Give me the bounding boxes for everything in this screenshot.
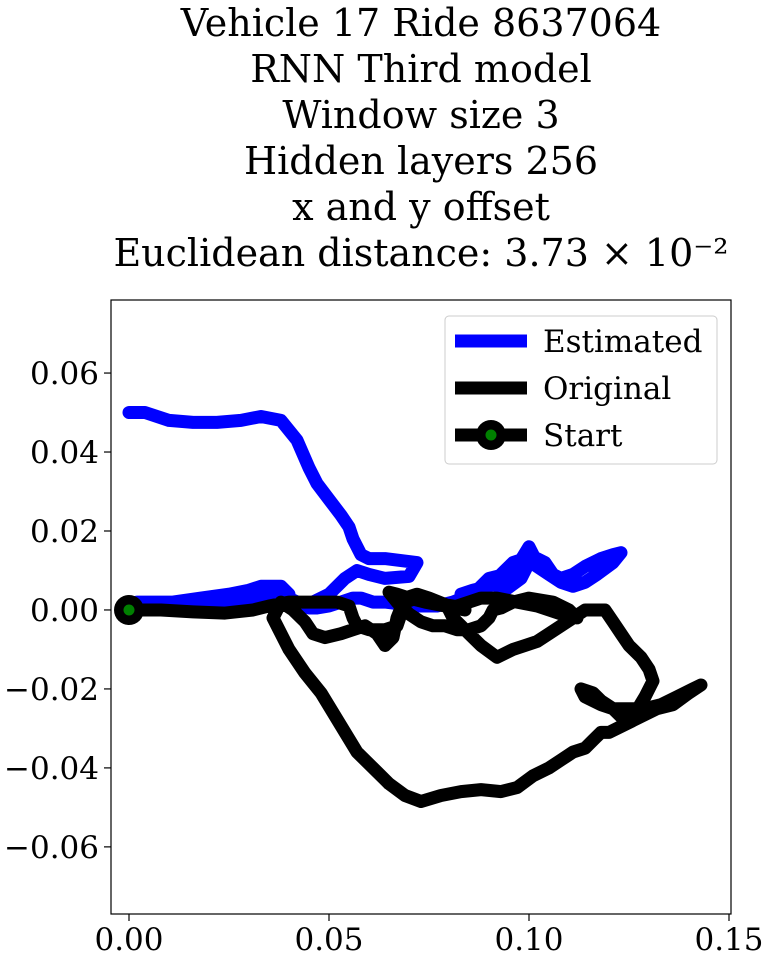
title-line-6: Euclidean distance: 3.73 × 10⁻²	[113, 231, 728, 275]
series-line-original	[122, 585, 708, 808]
y-tick-label: 0.04	[30, 435, 99, 471]
y-tick-label: −0.06	[4, 830, 99, 866]
legend-box	[444, 315, 718, 465]
legend-marker	[485, 429, 497, 441]
x-tick-label: 0.15	[694, 922, 763, 958]
y-tick-label: 0.00	[30, 593, 99, 629]
start-marker	[123, 604, 135, 616]
title-line-4: Hidden layers 256	[244, 139, 598, 183]
x-tick-label: 0.05	[294, 922, 363, 958]
legend: Estimated Original Start	[444, 315, 718, 465]
y-tick-label: −0.02	[4, 672, 99, 708]
plot-frame	[110, 299, 732, 915]
y-tick-label: 0.02	[30, 514, 99, 550]
y-axis: 0.06 0.04 0.02 0.00 −0.02 −0.04 −0.06	[4, 356, 111, 866]
legend-label-original: Original	[543, 371, 671, 407]
title-line-5: x and y offset	[292, 185, 550, 229]
x-axis: 0.00 0.05 0.10 0.15	[94, 914, 764, 958]
x-tick-label: 0.10	[494, 922, 563, 958]
legend-label-start: Start	[543, 418, 623, 454]
legend-label-estimated: Estimated	[543, 324, 702, 360]
x-tick-label: 0.00	[94, 922, 163, 958]
y-tick-label: −0.04	[4, 751, 99, 787]
title-line-1: Vehicle 17 Ride 8637064	[180, 1, 661, 45]
title-line-2: RNN Third model	[250, 47, 592, 91]
plot-series	[114, 406, 708, 808]
title-line-3: Window size 3	[282, 93, 559, 137]
y-tick-label: 0.06	[30, 356, 99, 392]
